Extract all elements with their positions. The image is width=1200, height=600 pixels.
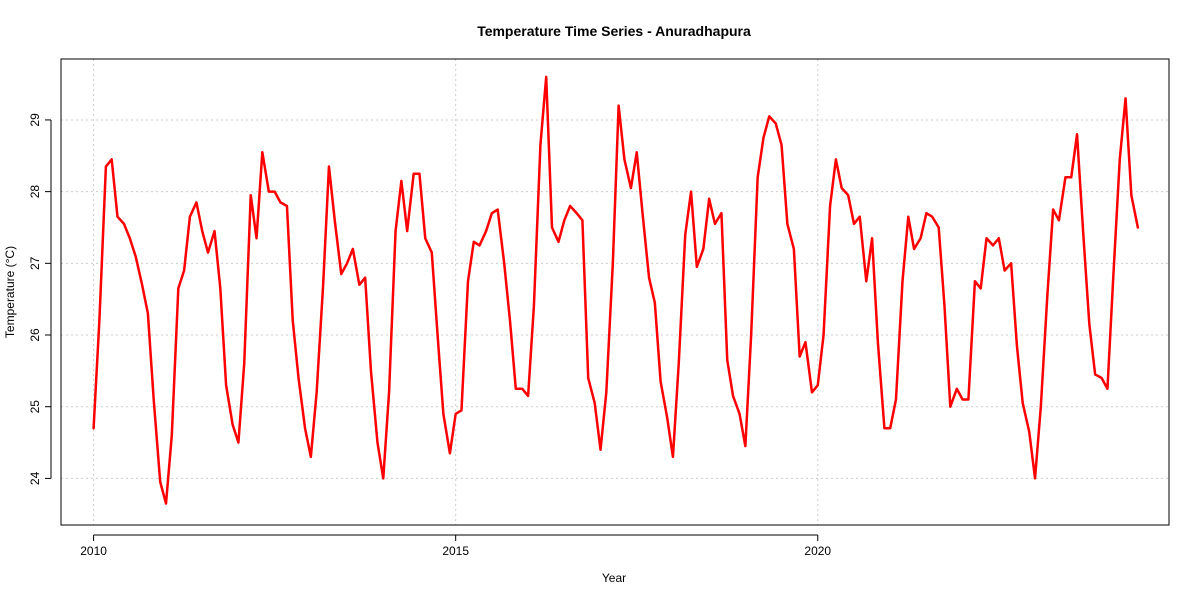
series-layer (92, 75, 1140, 505)
x-axis-label: Year (602, 571, 626, 585)
y-axis: 24 25 26 27 28 29 (28, 113, 52, 485)
y-tick-label: 24 (28, 471, 42, 485)
x-tick-label: 2015 (442, 544, 469, 558)
temperature-series-line (92, 75, 1140, 505)
grid-layer (61, 59, 1169, 525)
y-tick-label: 27 (28, 256, 42, 270)
x-tick-label: 2020 (804, 544, 831, 558)
y-tick-label: 26 (28, 328, 42, 342)
x-axis: 2010 2015 2020 (80, 534, 831, 558)
plot-area-border (60, 58, 1170, 526)
x-tick-label: 2010 (80, 544, 107, 558)
chart-title: Temperature Time Series - Anuradhapura (477, 23, 751, 39)
y-tick-label: 25 (28, 400, 42, 414)
y-tick-label: 28 (28, 185, 42, 199)
y-axis-label: Temperature (°C) (3, 246, 17, 338)
y-tick-label: 29 (28, 113, 42, 127)
